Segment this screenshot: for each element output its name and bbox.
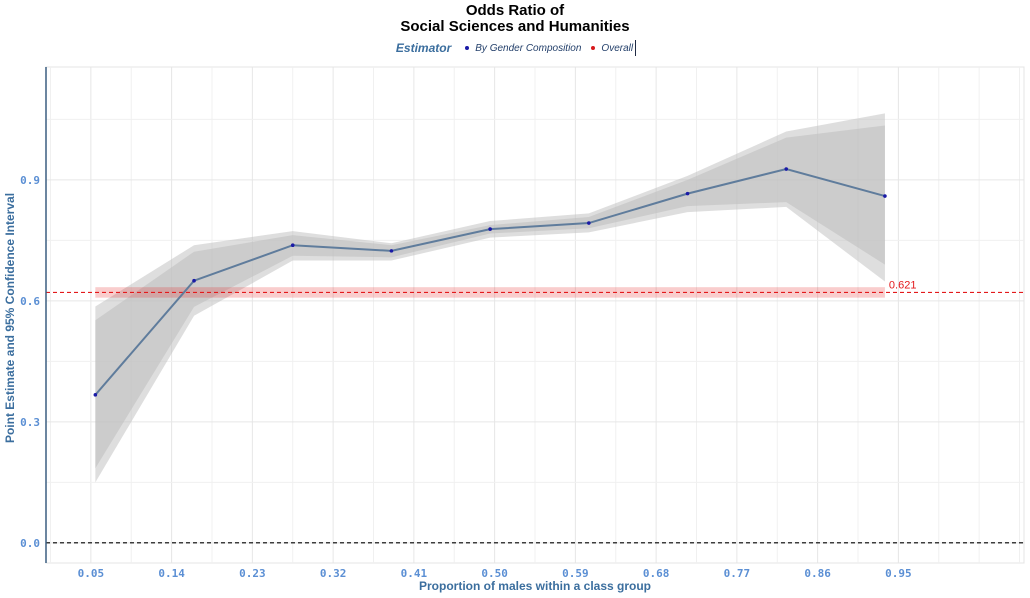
x-tick-label: 0.77 — [724, 567, 751, 580]
data-point — [784, 167, 789, 171]
chart-title-line-1: Odds Ratio of — [465, 2, 565, 19]
x-tick-label: 0.05 — [78, 567, 105, 580]
legend-label-by-gender: By Gender Composition — [475, 42, 582, 54]
data-point — [685, 191, 690, 196]
data-point — [488, 227, 492, 231]
legend-item-by-gender: By Gender Composition — [465, 43, 581, 54]
data-point — [587, 221, 591, 225]
y-tick-label: 0.6 — [20, 295, 40, 308]
x-tick-label: 0.59 — [562, 567, 589, 580]
x-tick-label: 0.86 — [804, 567, 831, 580]
chart-legend: Estimator By Gender Composition Overall — [0, 40, 1030, 56]
legend-marker-overall — [591, 46, 596, 50]
legend-label-overall: Overall — [601, 42, 634, 54]
y-axis-title: Point Estimate and 95% Confidence Interv… — [3, 193, 17, 443]
series-line-layer — [93, 167, 887, 397]
x-tick-label: 0.50 — [481, 567, 508, 580]
legend-marker-by-gender — [465, 46, 470, 50]
ci-band-inner — [95, 125, 885, 469]
y-tick-label: 0.9 — [20, 174, 40, 187]
x-tick-label: 0.32 — [320, 567, 347, 580]
data-point — [389, 249, 394, 253]
ci-band-layer: 0.621 — [46, 113, 1024, 544]
legend-item-overall: Overall — [591, 43, 633, 54]
axis-layer: 0.05 0.14 0.23 0.32 0.41 0.50 0.59 0.68 0.77 0.86… — [20, 67, 912, 580]
y-tick-label: 0.0 — [20, 537, 40, 550]
x-tick-label: 0.23 — [239, 567, 266, 580]
data-point — [192, 278, 196, 283]
x-tick-label: 0.68 — [643, 567, 670, 580]
overall-value-label: 0.621 — [889, 279, 917, 291]
chart-title-line-2: Social Sciences and Humanities — [400, 18, 630, 35]
data-point — [883, 194, 887, 198]
x-axis-title: Proportion of males within a class group — [419, 579, 651, 593]
x-tick-label: 0.95 — [885, 567, 912, 580]
x-tick-label: 0.14 — [158, 567, 185, 580]
y-tick-label: 0.3 — [20, 416, 40, 429]
x-tick-label: 0.41 — [401, 567, 428, 580]
data-point — [290, 243, 295, 248]
data-point — [93, 393, 98, 397]
legend-title: Estimator — [395, 41, 452, 55]
